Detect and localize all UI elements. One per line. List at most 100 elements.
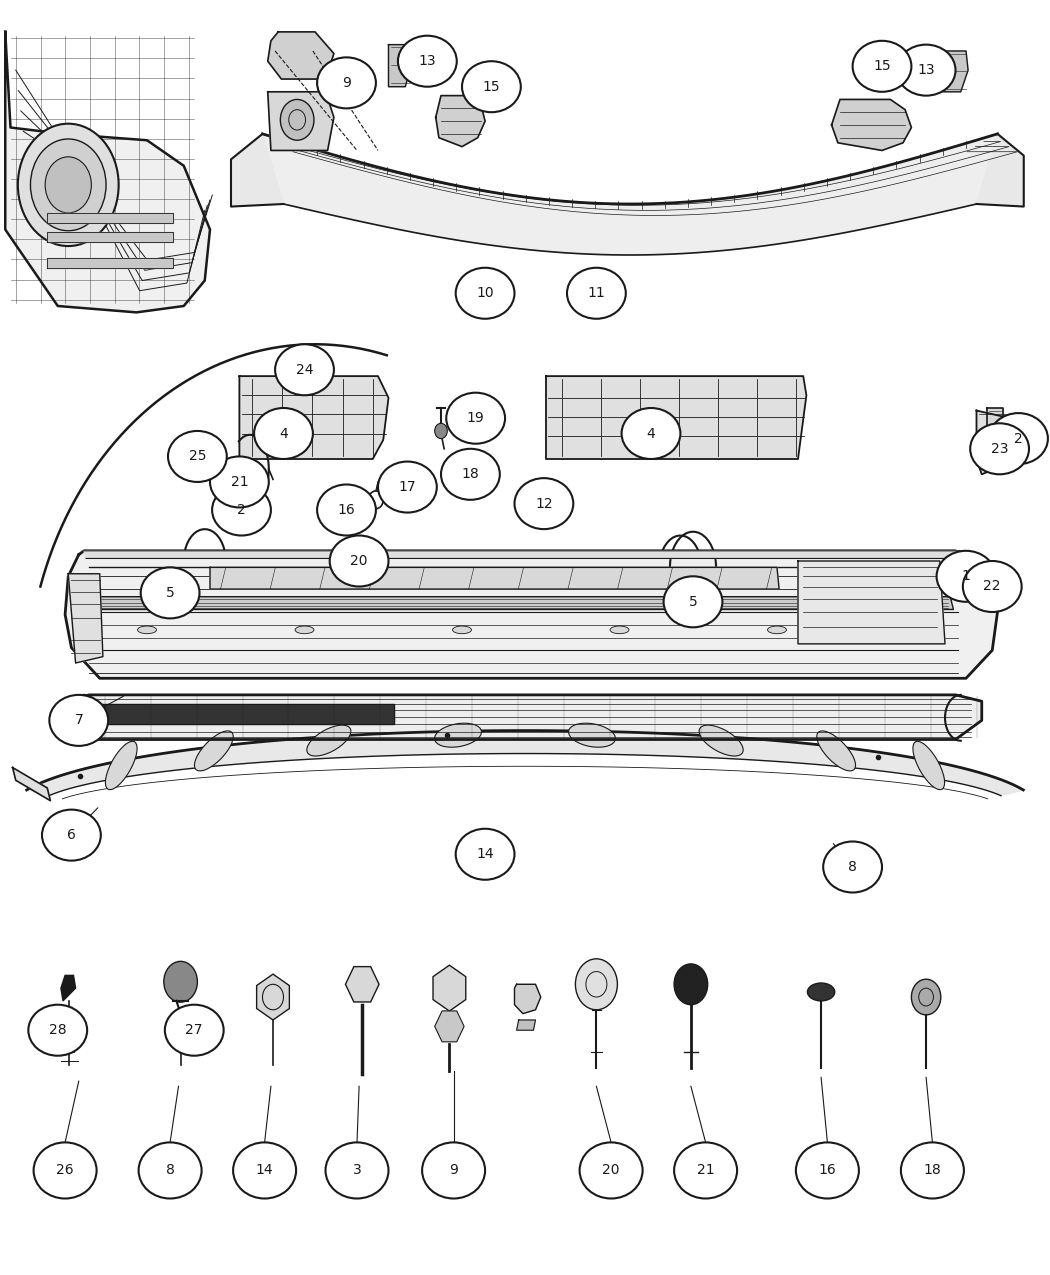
Polygon shape bbox=[65, 551, 997, 678]
Ellipse shape bbox=[168, 431, 227, 482]
Polygon shape bbox=[13, 768, 50, 801]
Text: 16: 16 bbox=[819, 1164, 836, 1177]
Polygon shape bbox=[210, 567, 779, 589]
Ellipse shape bbox=[139, 1142, 202, 1198]
Polygon shape bbox=[61, 975, 76, 1001]
Ellipse shape bbox=[456, 268, 514, 319]
Ellipse shape bbox=[42, 810, 101, 861]
Text: 25: 25 bbox=[189, 450, 206, 463]
Ellipse shape bbox=[462, 61, 521, 112]
Polygon shape bbox=[436, 96, 485, 147]
Ellipse shape bbox=[768, 626, 786, 634]
Ellipse shape bbox=[853, 41, 911, 92]
Polygon shape bbox=[514, 984, 541, 1014]
Text: 7: 7 bbox=[75, 714, 83, 727]
Ellipse shape bbox=[817, 731, 856, 771]
Polygon shape bbox=[47, 232, 173, 242]
Text: 5: 5 bbox=[689, 595, 697, 608]
Text: 28: 28 bbox=[49, 1024, 66, 1037]
Ellipse shape bbox=[823, 842, 882, 892]
Polygon shape bbox=[943, 51, 968, 92]
Polygon shape bbox=[987, 408, 1003, 469]
Text: 14: 14 bbox=[256, 1164, 273, 1177]
Ellipse shape bbox=[441, 449, 500, 500]
Ellipse shape bbox=[210, 456, 269, 507]
Text: 1: 1 bbox=[962, 570, 970, 583]
Polygon shape bbox=[231, 134, 284, 207]
Polygon shape bbox=[94, 597, 953, 609]
Ellipse shape bbox=[317, 57, 376, 108]
Text: 2: 2 bbox=[1014, 432, 1023, 445]
Circle shape bbox=[280, 99, 314, 140]
Ellipse shape bbox=[49, 695, 108, 746]
Text: 9: 9 bbox=[342, 76, 351, 89]
Polygon shape bbox=[65, 695, 982, 739]
Ellipse shape bbox=[610, 626, 629, 634]
Ellipse shape bbox=[34, 1142, 97, 1198]
Polygon shape bbox=[976, 134, 1024, 207]
Ellipse shape bbox=[963, 561, 1022, 612]
Ellipse shape bbox=[326, 1142, 388, 1198]
Text: 22: 22 bbox=[984, 580, 1001, 593]
Ellipse shape bbox=[28, 1005, 87, 1056]
Polygon shape bbox=[268, 92, 334, 150]
Polygon shape bbox=[47, 213, 173, 223]
Circle shape bbox=[911, 979, 941, 1015]
Text: 16: 16 bbox=[338, 504, 355, 516]
Text: 21: 21 bbox=[697, 1164, 714, 1177]
Polygon shape bbox=[5, 32, 210, 312]
Ellipse shape bbox=[453, 626, 471, 634]
Polygon shape bbox=[832, 99, 911, 150]
Ellipse shape bbox=[674, 1142, 737, 1198]
Ellipse shape bbox=[141, 567, 200, 618]
Ellipse shape bbox=[138, 626, 156, 634]
Ellipse shape bbox=[456, 829, 514, 880]
Ellipse shape bbox=[317, 484, 376, 536]
Text: 18: 18 bbox=[924, 1164, 941, 1177]
Text: 24: 24 bbox=[296, 363, 313, 376]
Polygon shape bbox=[976, 411, 1016, 474]
Ellipse shape bbox=[912, 741, 945, 789]
Ellipse shape bbox=[514, 478, 573, 529]
Text: 26: 26 bbox=[57, 1164, 74, 1177]
Polygon shape bbox=[388, 45, 412, 87]
Ellipse shape bbox=[212, 484, 271, 536]
Ellipse shape bbox=[567, 268, 626, 319]
Ellipse shape bbox=[275, 344, 334, 395]
Ellipse shape bbox=[254, 408, 313, 459]
Ellipse shape bbox=[422, 1142, 485, 1198]
Text: 15: 15 bbox=[483, 80, 500, 93]
Polygon shape bbox=[517, 1020, 536, 1030]
Text: 18: 18 bbox=[462, 468, 479, 481]
Circle shape bbox=[314, 362, 327, 377]
Circle shape bbox=[164, 961, 197, 1002]
Circle shape bbox=[435, 423, 447, 439]
Polygon shape bbox=[84, 551, 964, 558]
Polygon shape bbox=[262, 134, 998, 255]
Ellipse shape bbox=[580, 1142, 643, 1198]
Polygon shape bbox=[26, 731, 1024, 796]
Text: 20: 20 bbox=[351, 555, 368, 567]
Ellipse shape bbox=[295, 626, 314, 634]
Text: 8: 8 bbox=[848, 861, 857, 873]
Ellipse shape bbox=[165, 1005, 224, 1056]
Text: 3: 3 bbox=[353, 1164, 361, 1177]
Ellipse shape bbox=[435, 723, 482, 747]
Circle shape bbox=[575, 959, 617, 1010]
Ellipse shape bbox=[378, 462, 437, 513]
Circle shape bbox=[18, 124, 119, 246]
Text: 19: 19 bbox=[467, 412, 484, 425]
Text: 27: 27 bbox=[186, 1024, 203, 1037]
Ellipse shape bbox=[897, 45, 956, 96]
Ellipse shape bbox=[622, 408, 680, 459]
Ellipse shape bbox=[194, 731, 233, 771]
Ellipse shape bbox=[398, 36, 457, 87]
Text: 20: 20 bbox=[603, 1164, 620, 1177]
Ellipse shape bbox=[446, 393, 505, 444]
Text: 8: 8 bbox=[166, 1164, 174, 1177]
Ellipse shape bbox=[330, 536, 388, 586]
Ellipse shape bbox=[970, 423, 1029, 474]
Text: 23: 23 bbox=[991, 442, 1008, 455]
Ellipse shape bbox=[807, 983, 835, 1001]
Text: 13: 13 bbox=[918, 64, 935, 76]
